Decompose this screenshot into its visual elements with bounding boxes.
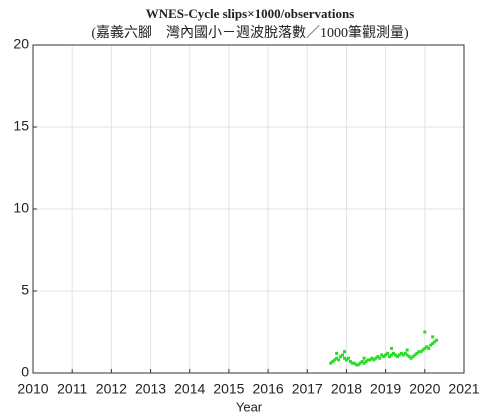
plot-frame	[32, 44, 465, 374]
point	[374, 356, 378, 360]
point	[431, 335, 435, 339]
point	[341, 353, 345, 357]
point	[382, 355, 386, 359]
point	[435, 338, 439, 342]
x-tick-label: 2019	[370, 381, 401, 397]
point	[370, 356, 374, 360]
point	[397, 353, 401, 357]
x-tick-label: 2018	[331, 381, 362, 397]
point	[427, 346, 431, 350]
point	[405, 348, 409, 352]
point	[356, 363, 360, 367]
point	[350, 361, 354, 365]
x-tick-label: 2014	[174, 381, 205, 397]
point	[431, 341, 435, 345]
point	[393, 353, 397, 357]
point	[421, 348, 425, 352]
point	[401, 353, 405, 357]
point	[409, 356, 413, 360]
y-tick-label: 20	[13, 36, 29, 52]
point	[329, 361, 333, 365]
point	[348, 360, 352, 364]
point	[395, 355, 399, 359]
point	[346, 356, 350, 360]
point	[423, 330, 427, 334]
point	[425, 345, 429, 349]
point	[378, 356, 382, 360]
point	[339, 355, 343, 359]
point	[360, 360, 364, 364]
point	[366, 358, 370, 362]
x-tick-label: 2013	[135, 381, 166, 397]
point	[405, 353, 409, 357]
point	[390, 346, 394, 350]
point	[344, 358, 348, 362]
point	[342, 356, 346, 360]
x-axis-label: Year	[236, 399, 263, 414]
point	[399, 351, 403, 355]
x-tick-label: 2021	[448, 381, 479, 397]
point	[386, 351, 390, 355]
point	[384, 353, 388, 357]
point	[433, 340, 437, 344]
chart-title: WNES-Cycle slips×1000/observations	[146, 6, 355, 21]
point	[380, 353, 384, 357]
point	[417, 350, 421, 354]
point	[362, 356, 366, 360]
x-tick-label: 2011	[57, 381, 87, 397]
point	[390, 353, 394, 357]
y-tick-label: 10	[13, 200, 29, 216]
point	[352, 361, 356, 365]
point	[364, 360, 368, 364]
y-tick-label: 5	[21, 282, 29, 298]
point	[388, 355, 392, 359]
point	[403, 351, 407, 355]
point	[337, 358, 341, 362]
point	[391, 351, 395, 355]
x-tick-label: 2020	[409, 381, 440, 397]
point	[423, 346, 427, 350]
y-tick-label: 15	[13, 118, 29, 134]
point	[335, 351, 339, 355]
point	[331, 360, 335, 364]
point	[415, 351, 419, 355]
point	[335, 356, 339, 360]
point	[362, 361, 366, 365]
point	[342, 350, 346, 354]
point	[333, 358, 337, 362]
x-tick-label: 2012	[96, 381, 127, 397]
x-tick-label: 2015	[213, 381, 244, 397]
point	[413, 353, 417, 357]
point	[419, 350, 423, 354]
point	[411, 355, 415, 359]
x-tick-label: 2017	[292, 381, 323, 397]
point	[358, 361, 362, 365]
point	[372, 358, 376, 362]
point	[407, 355, 411, 359]
point	[368, 358, 372, 362]
chart-subtitle: (嘉義六腳 灣內國小－週波脫落數／1000筆觀測量)	[91, 24, 409, 41]
point	[429, 343, 433, 347]
point	[354, 363, 358, 367]
x-tick-label: 2016	[253, 381, 284, 397]
y-tick-label: 0	[21, 364, 29, 380]
point	[376, 355, 380, 359]
x-tick-label: 2010	[17, 381, 48, 397]
